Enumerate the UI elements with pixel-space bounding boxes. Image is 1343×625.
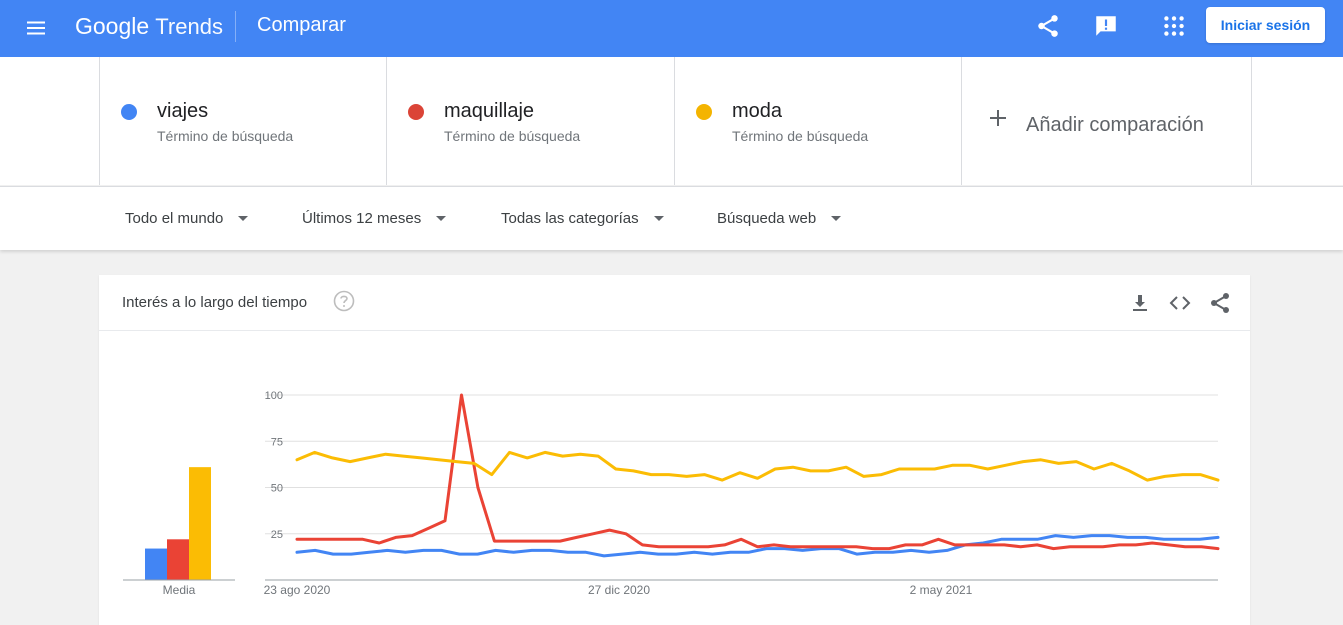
dropdown-arrow-icon [436,216,447,221]
average-label: Media [163,583,196,597]
term-color-dot [696,104,712,120]
page-title: Comparar [257,14,346,36]
term-card-viajes[interactable]: viajes Término de búsqueda [99,57,387,185]
plus-icon [990,110,1006,126]
filter-label: Todo el mundo [125,210,224,227]
filter-label: Últimos 12 meses [302,210,422,227]
interest-over-time-card: Interés a lo largo del tiempo 25 50 75 100 2… [99,275,1250,625]
y-tick-label: 50 [271,483,283,495]
y-tick-label: 25 [271,529,283,541]
series-line-moda [295,450,1220,482]
signin-button[interactable]: Iniciar sesión [1206,7,1325,43]
filter-label: Todas las categorías [501,210,639,227]
card-title: Interés a lo largo del tiempo [122,294,308,311]
term-name[interactable]: viajes [157,100,209,122]
menu-icon[interactable] [24,16,48,40]
dropdown-arrow-icon [653,216,664,221]
apps-grid-icon[interactable] [1161,13,1187,39]
term-card-maquillaje[interactable]: maquillaje Término de búsqueda [386,57,675,185]
card-header: Interés a lo largo del tiempo [99,275,1250,331]
filter-category-dropdown[interactable]: Todas las categorías [501,187,664,250]
term-name[interactable]: maquillaje [444,100,535,122]
embed-code-icon[interactable] [1168,291,1192,315]
filter-label: Búsqueda web [717,210,817,227]
filter-bar: Todo el mundo Últimos 12 meses Todas las… [0,186,1343,250]
y-tick-label: 100 [265,390,283,402]
download-icon[interactable] [1128,291,1152,315]
y-tick-label: 75 [271,436,283,448]
term-type: Término de búsqueda [157,128,294,144]
comparison-panel: viajes Término de búsqueda maquillaje Té… [0,57,1343,185]
average-bar-maquillaje [167,539,189,580]
app-header: Google Trends Comparar Iniciar sesión [0,0,1343,57]
filter-time-dropdown[interactable]: Últimos 12 meses [302,187,447,250]
logo-trends-text: Trends [155,14,223,39]
x-tick-label: 2 may 2021 [910,583,973,597]
term-color-dot [121,104,137,120]
header-divider [235,11,236,42]
feedback-icon[interactable] [1093,13,1119,39]
interest-chart: 25 50 75 100 23 ago 2020 27 dic 2020 2 may 202… [123,390,1220,597]
x-tick-label: 27 dic 2020 [588,583,650,597]
series-line-viajes [295,534,1220,558]
add-comparison-label: Añadir comparación [1026,114,1204,136]
filter-search-type-dropdown[interactable]: Búsqueda web [717,187,842,250]
average-bar-moda [189,467,211,580]
term-type: Término de búsqueda [732,128,869,144]
x-tick-label: 23 ago 2020 [264,583,331,597]
term-name[interactable]: moda [732,100,783,122]
average-bar-viajes [145,548,167,580]
term-card-moda[interactable]: moda Término de búsqueda [674,57,962,185]
term-type: Término de búsqueda [444,128,581,144]
filter-region-dropdown[interactable]: Todo el mundo [125,187,249,250]
google-trends-logo[interactable]: Google Trends [75,11,223,42]
share-icon[interactable] [1035,13,1061,39]
dropdown-arrow-icon [831,216,842,221]
term-color-dot [408,104,424,120]
logo-google-text: Google [75,13,150,39]
share-icon[interactable] [1208,291,1232,315]
add-comparison-button[interactable]: Añadir comparación [961,57,1252,185]
help-icon[interactable] [333,290,355,312]
dropdown-arrow-icon [238,216,249,221]
series-line-maquillaje [295,393,1220,551]
